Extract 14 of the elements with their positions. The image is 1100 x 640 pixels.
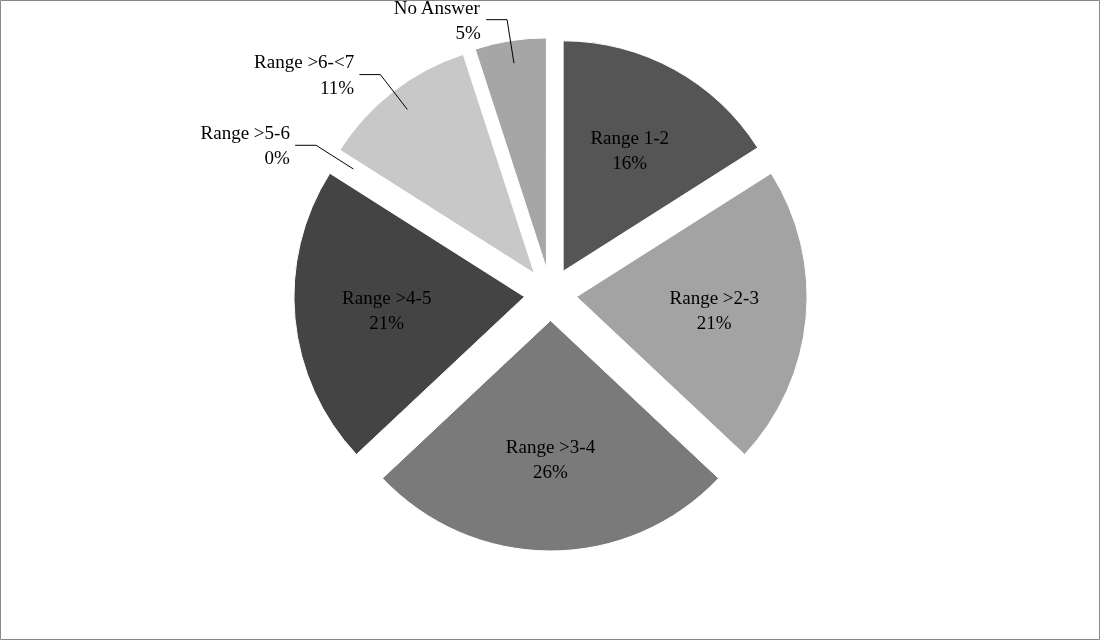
data-label: 11% [320, 76, 355, 98]
data-label: 5% [455, 21, 482, 43]
data-label: 26% [533, 461, 569, 483]
data-label: 21% [696, 311, 732, 333]
data-label: 21% [369, 311, 405, 333]
slice-label: Range >2-3 [669, 286, 759, 308]
slice-label: Range >3-4 [505, 435, 596, 457]
slice-label: Range 1-2 [590, 126, 670, 148]
slice-label: Range >6-<7 [254, 51, 355, 73]
text: 0% [264, 147, 290, 169]
slice-label: Range >4-5 [342, 286, 432, 308]
category-label: Range >5-6 [200, 122, 290, 144]
data-label: 16% [612, 152, 648, 174]
slice-label: No Answer [393, 0, 481, 18]
